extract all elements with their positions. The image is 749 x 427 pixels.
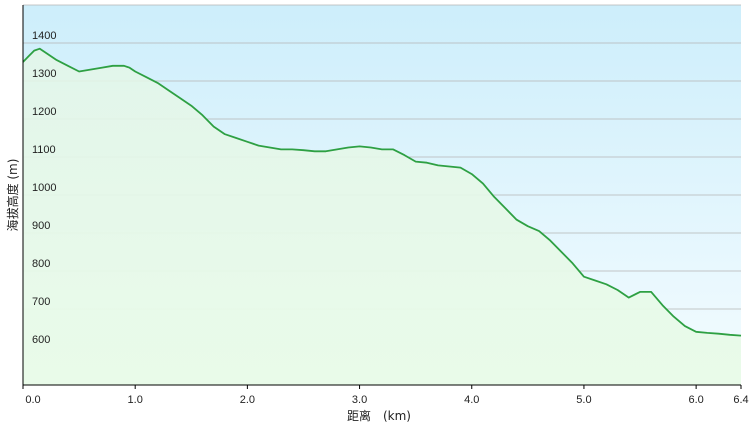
y-tick-label: 1300	[32, 68, 56, 80]
y-axis-title: 海拔高度 (m)	[5, 159, 20, 232]
x-axis-title: 距离 (km)	[347, 408, 411, 423]
y-tick-labels: 600 700 800 900 1000 1100 1200 1300 1400	[32, 30, 56, 346]
y-tick-label: 900	[32, 220, 50, 232]
x-tick-label: 6.4	[733, 394, 748, 406]
x-tick-labels: 0.0 1.0 2.0 3.0 4.0 5.0 6.0 6.4	[22, 385, 749, 406]
x-tick-label: 3.0	[352, 394, 367, 406]
y-tick-label: 1400	[32, 30, 56, 42]
y-tick-label: 700	[32, 296, 50, 308]
elevation-line	[22, 47, 742, 337]
x-tick-label: 0.0	[25, 394, 40, 406]
y-tick-label: 1200	[32, 106, 56, 118]
y-tick-label: 800	[32, 258, 50, 270]
y-tick-label: 1000	[32, 182, 56, 194]
y-tick-label: 1100	[32, 144, 56, 156]
x-tick-label: 2.0	[240, 394, 255, 406]
x-tick-label: 4.0	[464, 394, 479, 406]
x-tick-label: 1.0	[128, 394, 143, 406]
x-tick-label: 6.0	[688, 394, 703, 406]
y-tick-label: 600	[32, 334, 50, 346]
x-tick-label: 5.0	[576, 394, 591, 406]
elevation-area-fill	[23, 48, 741, 385]
